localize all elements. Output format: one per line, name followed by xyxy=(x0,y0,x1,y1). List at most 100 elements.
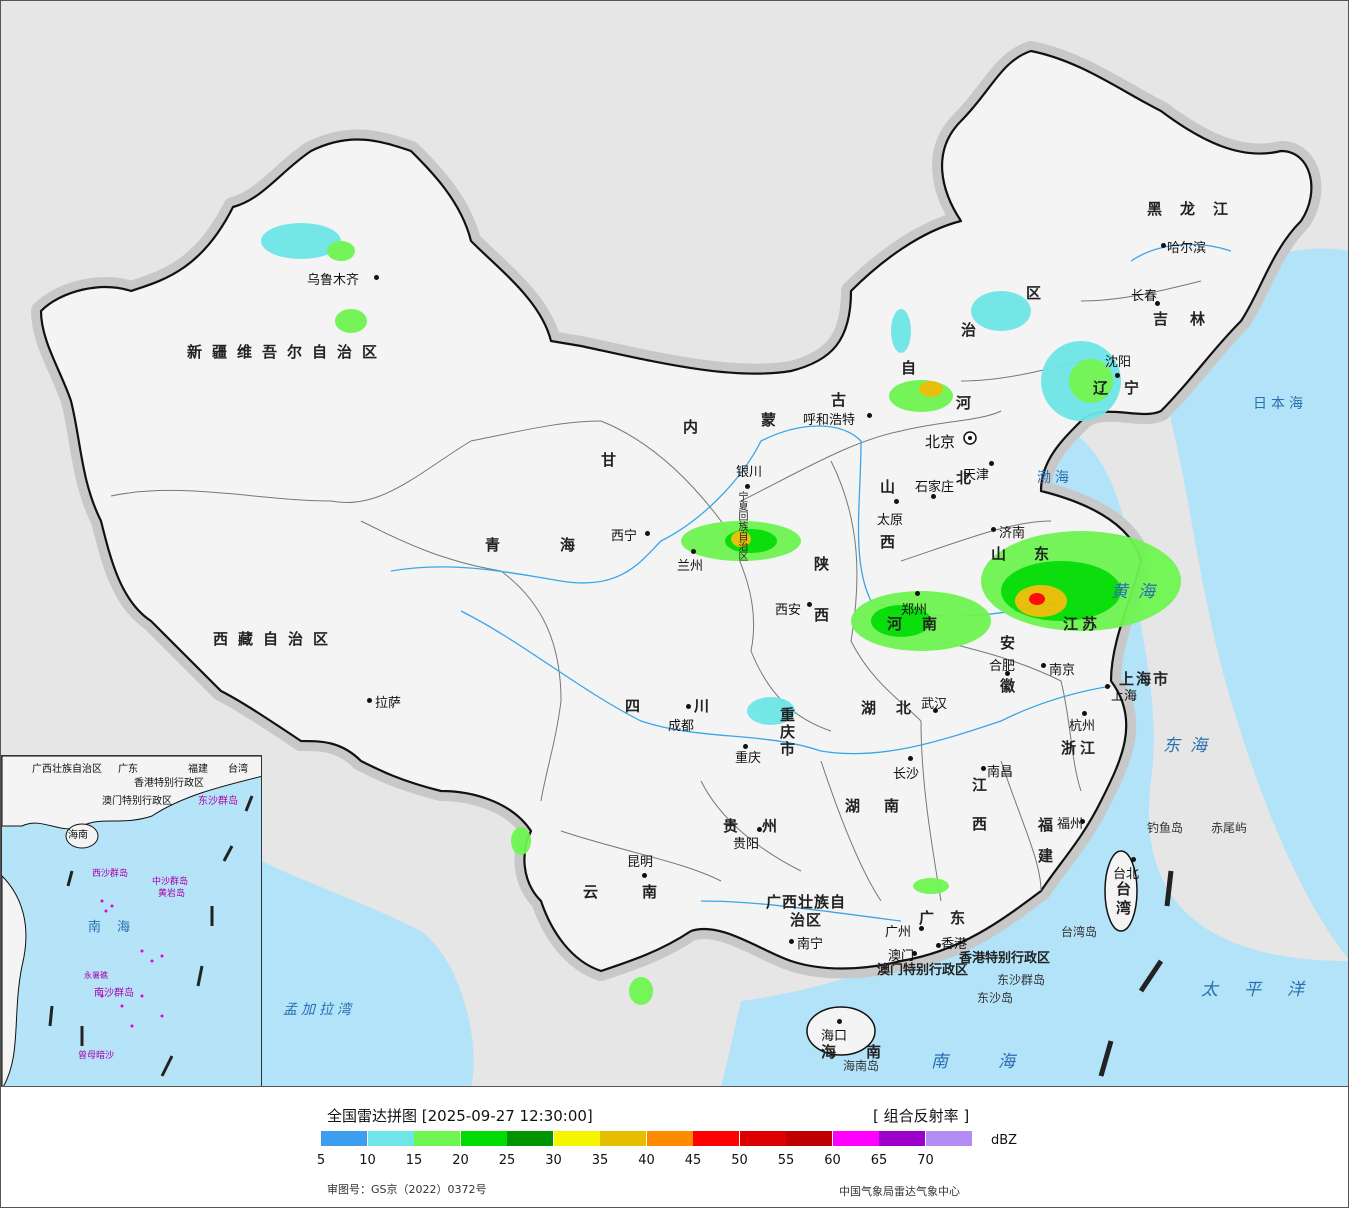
province-boundaries xyxy=(110,280,1202,902)
inset-label-yongshu: 永暑礁 xyxy=(84,971,108,980)
inset-label-taiwan: 台湾 xyxy=(228,764,248,775)
legend-unit: dBZ xyxy=(991,1133,1018,1148)
province-label-shandong: 山东 xyxy=(991,545,1078,563)
inset-label-xisha: 西沙群岛 xyxy=(92,869,129,879)
city-shijiazhuang: 石家庄 xyxy=(915,480,955,495)
inset-label-zhongsha: 中沙群岛 xyxy=(152,877,189,887)
province-label-guangxi: 广西壮族自治区 xyxy=(765,893,846,929)
inset-label-zengmu: 曾母暗沙 xyxy=(78,1051,115,1061)
city-haikou: 海口 xyxy=(821,1029,848,1044)
radar-echoes xyxy=(261,223,1181,1005)
province-label-zhejiang: 浙江 xyxy=(1061,739,1100,757)
city-hefei: 合肥 xyxy=(989,659,1016,674)
city-hohhot: 呼和浩特 xyxy=(803,413,856,428)
city-guiyang: 贵阳 xyxy=(733,837,760,852)
province-label-hebei: 河北 xyxy=(954,395,972,545)
province-label-ningxia: 宁夏回族自治区 xyxy=(736,491,747,561)
taiwan-island xyxy=(1104,850,1138,932)
island-dongsha: 东沙群岛 xyxy=(997,973,1046,987)
city-macau: 澳门 xyxy=(888,949,915,964)
east-sea-area xyxy=(721,419,1348,1086)
province-label-jilin: 吉林 xyxy=(1153,310,1228,328)
province-label-neimeng-1: 内 xyxy=(683,418,709,436)
legend-tick: 25 xyxy=(498,1153,516,1168)
inset-label-huangyan: 黄岩岛 xyxy=(158,889,186,899)
echo-blob xyxy=(1069,359,1113,403)
province-label-anhui: 安徽 xyxy=(998,635,1016,721)
city-chengdu: 成都 xyxy=(668,719,695,734)
echo-blob xyxy=(891,309,911,353)
inset-label-macau: 澳门特别行政区 xyxy=(102,796,172,807)
legend-tick: 40 xyxy=(638,1153,655,1168)
echo-blob xyxy=(327,241,355,261)
city-hangzhou: 杭州 xyxy=(1069,719,1096,734)
boundary-dash-1 xyxy=(1164,870,1174,907)
province-label-hainan: 海南 xyxy=(821,1043,912,1061)
city-xining: 西宁 xyxy=(611,529,638,544)
province-label-neimeng-4: 自 xyxy=(901,359,927,377)
radar-map[interactable]: 新疆维吾尔自治区 西藏自治区 青海 甘 内 蒙 古 自 治 区 黑龙江 吉林 辽… xyxy=(0,0,1349,1087)
province-label-xinjiang: 新疆维吾尔自治区 xyxy=(187,343,388,361)
legend-tick: 20 xyxy=(452,1153,469,1168)
city-wuhan: 武汉 xyxy=(921,697,948,712)
inset-label-nanhai: 南海 xyxy=(88,920,147,935)
city-hongkong: 香港 xyxy=(941,937,968,952)
province-label-fujian: 福建 xyxy=(1036,817,1054,879)
city-tianjin: 天津 xyxy=(963,468,990,483)
province-label-hubei: 湖北 xyxy=(861,699,932,717)
echo-blob xyxy=(919,381,943,397)
legend-swatch xyxy=(600,1131,646,1146)
island-chiwei: 赤尾屿 xyxy=(1211,821,1248,835)
legend-swatch xyxy=(832,1131,879,1146)
inset-label-hainan: 海南 xyxy=(68,830,88,841)
legend-product: [ 组合反射率 ] xyxy=(873,1107,970,1125)
echo-blob xyxy=(629,977,653,1005)
province-label-liaoning: 辽宁 xyxy=(1093,379,1156,397)
city-beijing: 北京 xyxy=(925,433,956,451)
city-fuzhou: 福州 xyxy=(1057,817,1084,832)
legend-swatch xyxy=(925,1131,972,1146)
inset-label-nansha: 南沙群岛 xyxy=(94,988,134,999)
legend-tick: 35 xyxy=(591,1153,609,1168)
province-label-shanghai: 上海市 xyxy=(1119,670,1171,688)
city-nanning: 南宁 xyxy=(797,937,824,952)
legend-swatch xyxy=(786,1131,832,1146)
province-label-guizhou: 贵州 xyxy=(723,817,802,835)
island-hainandao: 海南岛 xyxy=(843,1059,880,1073)
city-changchun: 长春 xyxy=(1131,289,1158,304)
city-guangzhou: 广州 xyxy=(885,925,912,940)
echo-blob xyxy=(913,878,949,894)
legend-tick: 55 xyxy=(777,1153,795,1168)
map-canvas xyxy=(31,41,1348,1086)
legend-tick: 60 xyxy=(824,1153,841,1168)
echo-blob xyxy=(747,697,795,725)
inset-canvas xyxy=(2,756,261,1086)
city-changsha: 长沙 xyxy=(893,767,920,782)
legend-swatch xyxy=(367,1131,414,1146)
boundary-dash-3 xyxy=(1098,1040,1114,1077)
legend-tick: 15 xyxy=(405,1153,423,1168)
province-label-shanxi: 山西 xyxy=(878,479,896,589)
echo-blob xyxy=(971,291,1031,331)
city-lanzhou: 兰州 xyxy=(677,559,704,574)
legend-tick: 65 xyxy=(870,1153,888,1168)
city-nanchang: 南昌 xyxy=(987,765,1014,780)
south-china-sea-inset[interactable]: 广西壮族自治区 广东 福建 台湾 香港特别行政区 澳门特别行政区 东沙群岛 海南… xyxy=(1,755,262,1086)
echo-blob xyxy=(511,827,531,855)
province-label-henan: 河南 xyxy=(887,615,958,633)
province-label-neimeng-3: 古 xyxy=(831,391,857,409)
city-yinchuan: 银川 xyxy=(736,465,763,480)
province-label-qinghai: 青海 xyxy=(485,536,636,554)
city-chongqing: 重庆 xyxy=(735,751,762,766)
legend-tick: 30 xyxy=(545,1153,562,1168)
legend-tick: 45 xyxy=(684,1153,702,1168)
review-number: 审图号：GS京（2022）0372号 xyxy=(327,1183,487,1196)
province-label-hk: 香港特别行政区 xyxy=(959,951,1051,966)
sea-huanghai: 黄海 xyxy=(1111,582,1165,602)
city-harbin: 哈尔滨 xyxy=(1167,241,1207,256)
city-urumqi: 乌鲁木齐 xyxy=(307,273,360,288)
bengal-area xyxy=(262,861,474,1086)
city-lhasa: 拉萨 xyxy=(375,696,402,711)
inset-label-guangdong: 广东 xyxy=(118,764,138,775)
sea-bengal: 孟加拉湾 xyxy=(283,1002,355,1018)
